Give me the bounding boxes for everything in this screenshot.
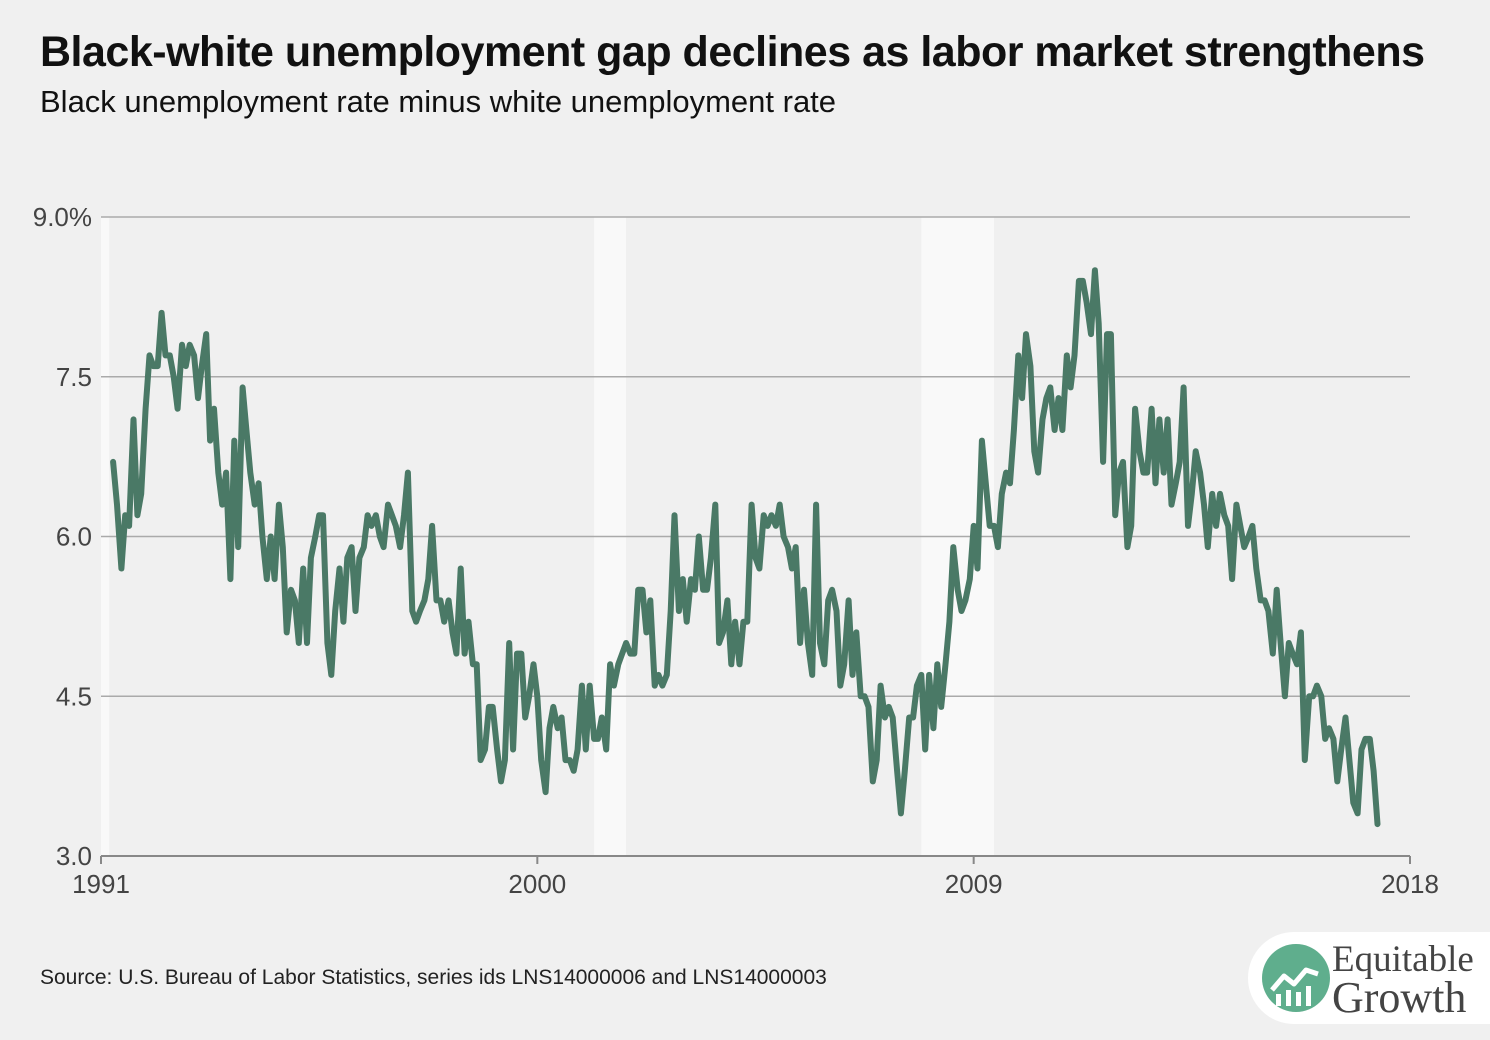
equitable-growth-logo[interactable]: Equitable Growth — [1248, 932, 1490, 1024]
y-tick-label: 7.5 — [56, 362, 92, 392]
chart-subtitle: Black unemployment rate minus white unem… — [40, 84, 837, 119]
x-tick-label: 2009 — [945, 869, 1003, 899]
source-note: Source: U.S. Bureau of Labor Statistics,… — [40, 966, 827, 989]
x-axis: 1991 2000 2009 2018 — [72, 855, 1439, 899]
chart-title: Black-white unemployment gap declines as… — [40, 28, 1425, 76]
rising-line-chart-icon — [1262, 944, 1330, 1012]
y-tick-label: 9.0% — [33, 202, 92, 232]
y-tick-label: 4.5 — [56, 681, 92, 711]
y-axis-tick-labels: 3.0 4.5 6.0 7.5 9.0% — [33, 202, 92, 871]
y-tick-label: 3.0 — [56, 841, 92, 871]
logo-line1: Equitable — [1332, 939, 1474, 980]
x-tick-label: 1991 — [72, 869, 130, 899]
logo-line2: Growth — [1332, 973, 1467, 1022]
y-tick-label: 6.0 — [56, 522, 92, 552]
series-lines — [110, 267, 1381, 828]
series-line — [110, 267, 1381, 828]
line-chart: 3.0 4.5 6.0 7.5 9.0% 1991 2000 2009 2018 — [33, 202, 1439, 899]
x-tick-label: 2018 — [1381, 869, 1439, 899]
x-tick-label: 2000 — [508, 869, 566, 899]
